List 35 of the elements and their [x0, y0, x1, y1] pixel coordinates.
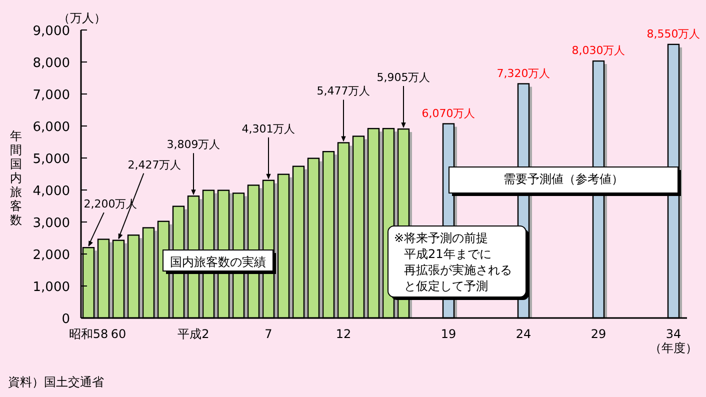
- annotation: 需要予測値（参考値）: [504, 172, 624, 186]
- x-tick-label: 19: [440, 327, 456, 341]
- text: （万人）: [58, 11, 106, 25]
- data-label: 6,070万人: [422, 106, 476, 120]
- x-tick-label: 60: [110, 327, 126, 341]
- text: 資料）国土交通省: [8, 375, 104, 389]
- x-tick-label: 12: [336, 327, 352, 341]
- x-tick-label: 昭和58: [68, 327, 108, 341]
- x-tick-label: 平成2: [178, 327, 210, 341]
- x-tick-label: 24: [516, 327, 532, 341]
- y-tick-label: 1,000: [32, 280, 70, 295]
- y-tick-label: 6,000: [32, 120, 70, 135]
- data-label: 3,809万人: [166, 138, 220, 152]
- annotation: ※将来予測の前提平成21年までに再拡張が実施されると仮定して予測: [394, 231, 512, 293]
- y-tick-label: 3,000: [32, 216, 70, 231]
- y-tick-label: 0: [62, 312, 70, 327]
- x-tick-label: 7: [264, 327, 272, 341]
- y-tick-label: 5,000: [32, 152, 70, 167]
- x-axis-title: （年度）: [650, 341, 698, 355]
- annotation: 国内旅客数の実績: [170, 255, 266, 269]
- y-tick-label: 7,000: [32, 88, 70, 103]
- data-label: 7,320万人: [496, 66, 550, 80]
- data-label: 4,301万人: [242, 122, 296, 136]
- y-axis-title: 年間国内旅客数: [10, 129, 22, 227]
- y-tick-label: 9,000: [32, 24, 70, 39]
- data-label: 5,477万人: [316, 84, 370, 98]
- y-tick-label: 4,000: [32, 184, 70, 199]
- data-label: 5,905万人: [376, 71, 430, 84]
- data-label: 8,550万人: [646, 27, 700, 40]
- y-tick-label: 2,000: [32, 248, 70, 263]
- x-tick-label: 34: [666, 327, 682, 341]
- x-tick-label: 29: [590, 327, 606, 341]
- data-label: 8,030万人: [572, 44, 626, 58]
- data-label: 2,427万人: [128, 158, 182, 172]
- y-tick-label: 8,000: [32, 56, 70, 71]
